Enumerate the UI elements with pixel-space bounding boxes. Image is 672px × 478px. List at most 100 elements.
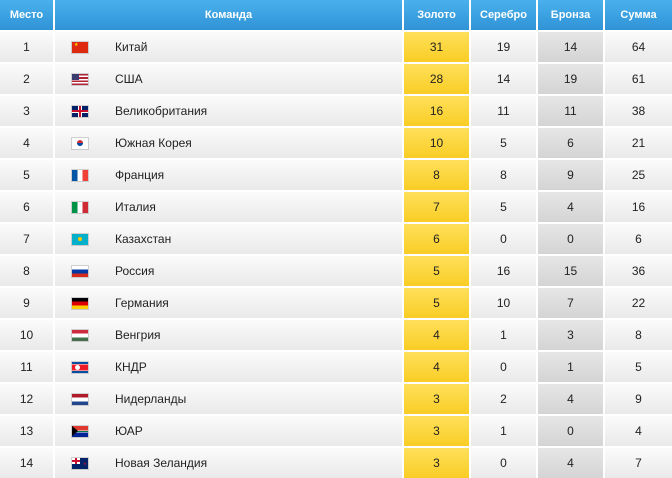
table-row[interactable]: 1 ★ Китай 31 19 14 64 (0, 30, 672, 62)
team-name[interactable]: Казахстан (115, 232, 172, 246)
uk-flag-icon (72, 105, 88, 117)
silver-count-cell: 14 (471, 62, 538, 94)
table-body: 1 ★ Китай 31 19 14 64 2 США 28 14 19 61 3 Великобритан… (0, 30, 672, 478)
gold-count-cell: 3 (404, 414, 471, 446)
team-cell: Нидерланды (55, 382, 404, 414)
silver-count-cell: 8 (471, 158, 538, 190)
place-cell: 9 (0, 286, 55, 318)
table-row[interactable]: 8 Россия 5 16 15 36 (0, 254, 672, 286)
team-name[interactable]: Италия (115, 200, 156, 214)
silver-count-cell: 16 (471, 254, 538, 286)
place-cell: 6 (0, 190, 55, 222)
total-count-cell: 16 (605, 190, 672, 222)
team-cell: Великобритания (55, 94, 404, 126)
silver-count-cell: 1 (471, 318, 538, 350)
column-header-bronze[interactable]: Бронза (538, 0, 605, 30)
table-row[interactable]: 12 Нидерланды 3 2 4 9 (0, 382, 672, 414)
column-header-silver[interactable]: Серебро (471, 0, 538, 30)
germany-flag-icon (72, 297, 88, 309)
team-name[interactable]: США (115, 72, 143, 86)
place-cell: 7 (0, 222, 55, 254)
table-row[interactable]: 11 КНДР 4 0 1 5 (0, 350, 672, 382)
team-cell: КНДР (55, 350, 404, 382)
gold-count-cell: 3 (404, 446, 471, 478)
table-row[interactable]: 6 Италия 7 5 4 16 (0, 190, 672, 222)
hungary-flag-icon (72, 329, 88, 341)
china-flag-icon: ★ (72, 41, 88, 53)
north-korea-flag-icon (72, 361, 88, 373)
team-name[interactable]: Великобритания (115, 104, 208, 118)
column-header-gold[interactable]: Золото (404, 0, 471, 30)
italy-flag-icon (72, 201, 88, 213)
silver-count-cell: 1 (471, 414, 538, 446)
total-count-cell: 38 (605, 94, 672, 126)
total-count-cell: 64 (605, 30, 672, 62)
silver-count-cell: 19 (471, 30, 538, 62)
team-cell: Южная Корея (55, 126, 404, 158)
table-row[interactable]: 3 Великобритания 16 11 11 38 (0, 94, 672, 126)
team-name[interactable]: Германия (115, 296, 169, 310)
total-count-cell: 8 (605, 318, 672, 350)
usa-flag-icon (72, 73, 88, 85)
silver-count-cell: 0 (471, 350, 538, 382)
gold-count-cell: 4 (404, 350, 471, 382)
team-cell: Россия (55, 254, 404, 286)
bronze-count-cell: 4 (538, 382, 605, 414)
silver-count-cell: 2 (471, 382, 538, 414)
total-count-cell: 25 (605, 158, 672, 190)
bronze-count-cell: 19 (538, 62, 605, 94)
team-cell: Венгрия (55, 318, 404, 350)
new-zealand-flag-icon: ★ (72, 457, 88, 469)
column-header-team[interactable]: Команда (55, 0, 404, 30)
total-count-cell: 7 (605, 446, 672, 478)
table-row[interactable]: 10 Венгрия 4 1 3 8 (0, 318, 672, 350)
team-cell: Италия (55, 190, 404, 222)
table-row[interactable]: 9 Германия 5 10 7 22 (0, 286, 672, 318)
table-header-row: Место Команда Золото Серебро Бронза Сумм… (0, 0, 672, 30)
silver-count-cell: 0 (471, 222, 538, 254)
team-name[interactable]: Нидерланды (115, 392, 187, 406)
bronze-count-cell: 4 (538, 190, 605, 222)
team-cell: Казахстан (55, 222, 404, 254)
team-name[interactable]: КНДР (115, 360, 147, 374)
column-header-place[interactable]: Место (0, 0, 55, 30)
team-cell: Франция (55, 158, 404, 190)
gold-count-cell: 8 (404, 158, 471, 190)
gold-count-cell: 16 (404, 94, 471, 126)
bronze-count-cell: 6 (538, 126, 605, 158)
gold-count-cell: 31 (404, 30, 471, 62)
team-cell: ЮАР (55, 414, 404, 446)
table-row[interactable]: 2 США 28 14 19 61 (0, 62, 672, 94)
place-cell: 13 (0, 414, 55, 446)
bronze-count-cell: 7 (538, 286, 605, 318)
team-name[interactable]: Новая Зеландия (115, 456, 208, 470)
table-row[interactable]: 4 Южная Корея 10 5 6 21 (0, 126, 672, 158)
team-cell: США (55, 62, 404, 94)
table-row[interactable]: 7 Казахстан 6 0 0 6 (0, 222, 672, 254)
gold-count-cell: 10 (404, 126, 471, 158)
gold-count-cell: 5 (404, 286, 471, 318)
place-cell: 10 (0, 318, 55, 350)
team-name[interactable]: ЮАР (115, 424, 143, 438)
team-cell: Германия (55, 286, 404, 318)
table-row[interactable]: 14 ★ Новая Зеландия 3 0 4 7 (0, 446, 672, 478)
team-name[interactable]: Венгрия (115, 328, 161, 342)
silver-count-cell: 0 (471, 446, 538, 478)
table-row[interactable]: 5 Франция 8 8 9 25 (0, 158, 672, 190)
team-name[interactable]: Франция (115, 168, 165, 182)
russia-flag-icon (72, 265, 88, 277)
total-count-cell: 22 (605, 286, 672, 318)
table-row[interactable]: 13 ЮАР 3 1 0 4 (0, 414, 672, 446)
bronze-count-cell: 4 (538, 446, 605, 478)
south-africa-flag-icon (72, 425, 88, 437)
place-cell: 11 (0, 350, 55, 382)
team-name[interactable]: Россия (115, 264, 155, 278)
silver-count-cell: 10 (471, 286, 538, 318)
gold-count-cell: 4 (404, 318, 471, 350)
bronze-count-cell: 0 (538, 414, 605, 446)
total-count-cell: 4 (605, 414, 672, 446)
team-name[interactable]: Китай (115, 40, 148, 54)
team-name[interactable]: Южная Корея (115, 136, 192, 150)
column-header-total[interactable]: Сумма (605, 0, 672, 30)
